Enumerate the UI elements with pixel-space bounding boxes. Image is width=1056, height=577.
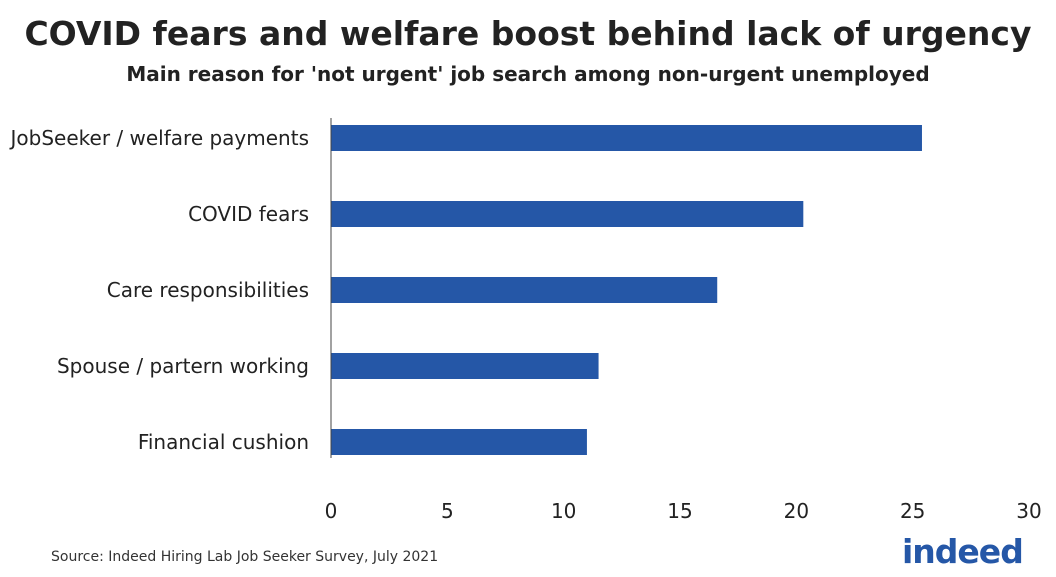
x-tick-label: 25: [900, 499, 925, 523]
indeed-logo[interactable]: indeed: [902, 532, 1024, 571]
chart-subtitle: Main reason for 'not urgent' job search …: [126, 62, 930, 86]
category-label: Financial cushion: [138, 430, 309, 454]
category-label: COVID fears: [188, 202, 309, 226]
bar: [331, 353, 599, 379]
bar: [331, 201, 804, 227]
x-tick-label: 10: [551, 499, 576, 523]
category-label: Care responsibilities: [107, 278, 309, 302]
chart-title: COVID fears and welfare boost behind lac…: [24, 14, 1032, 53]
bar: [331, 277, 718, 303]
logo-text: indeed: [902, 532, 1024, 571]
x-tick-label: 0: [325, 499, 338, 523]
x-tick-label: 30: [1016, 499, 1041, 523]
source-note: Source: Indeed Hiring Lab Job Seeker Sur…: [51, 549, 439, 565]
category-label: JobSeeker / welfare payments: [9, 126, 309, 150]
x-tick-label: 15: [667, 499, 692, 523]
bar: [331, 125, 922, 151]
bar: [331, 429, 587, 455]
x-tick-label: 5: [441, 499, 454, 523]
category-label: Spouse / partern working: [57, 354, 309, 378]
x-tick-label: 20: [784, 499, 809, 523]
